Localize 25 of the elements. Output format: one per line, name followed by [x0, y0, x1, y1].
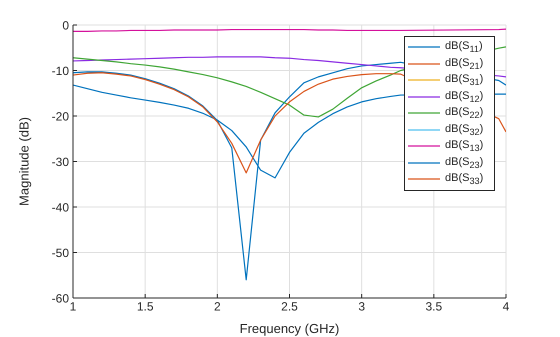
y-tick-label: -40 — [52, 200, 70, 214]
legend-label: dB(S$_{11}$) — [445, 40, 483, 54]
x-tick-label: 4 — [502, 300, 510, 314]
y-tick-label: -50 — [52, 246, 70, 260]
x-tick-label: 2.5 — [281, 300, 298, 314]
y-axis-title: Magnitude (dB) — [16, 117, 32, 206]
x-tick-label: 3.5 — [425, 300, 442, 314]
legend-label: dB(S$_{13}$) — [445, 139, 484, 154]
y-tick-label: -60 — [52, 291, 70, 306]
legend-label: dB(S$_{21}$) — [445, 56, 484, 71]
x-tick-label: 3 — [358, 300, 366, 314]
y-tick-label: -20 — [52, 109, 70, 124]
y-tick-label: -10 — [52, 64, 70, 78]
y-tick-label: -30 — [52, 154, 70, 169]
legend-label: dB(S$_{12}$) — [445, 90, 484, 104]
x-axis-title: Frequency (GHz) — [240, 321, 340, 336]
legend-label: dB(S$_{23}$) — [445, 156, 484, 170]
x-tick-label: 2 — [214, 300, 221, 314]
y-tick-label: 0 — [62, 18, 70, 32]
x-tick-label: 1.5 — [136, 300, 154, 314]
legend-label: dB(S$_{22}$) — [445, 106, 484, 120]
legend-label: dB(S$_{32}$) — [445, 122, 484, 137]
legend-label: dB(S$_{31}$) — [445, 73, 484, 88]
x-tick-label: 1 — [70, 300, 77, 314]
legend-label: dB(S$_{33}$) — [445, 172, 484, 186]
